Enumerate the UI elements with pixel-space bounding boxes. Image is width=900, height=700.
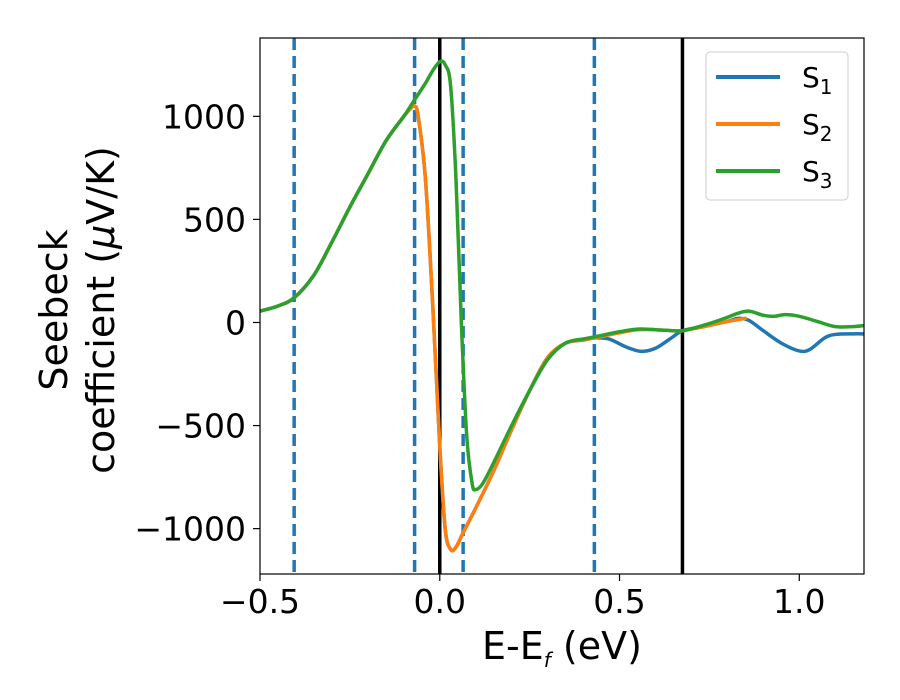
series-line-s2 (260, 103, 748, 553)
x-tick-label: −0.5 (220, 582, 300, 621)
reference-lines (292, 38, 685, 574)
legend: S1 S2 S3 (705, 51, 849, 201)
x-tick-label: 1.0 (773, 582, 825, 621)
axis-ticks: −0.5 0.0 0.5 1.0 −1000 −500 0 500 1000 (134, 97, 825, 621)
y-axis-title-line1: Seebeck (32, 229, 76, 390)
plot-frame (259, 37, 865, 575)
series-lines (260, 59, 864, 553)
legend-label-s1: S1 (802, 61, 833, 99)
legend-label-s2: S2 (802, 108, 833, 146)
series-line-s3 (260, 59, 864, 492)
y-axis-title-line2: coefficient (μV/K) (79, 146, 123, 474)
y-tick-label: −1000 (134, 510, 246, 549)
y-axis-title: Seebeck coefficient (μV/K) (32, 146, 123, 474)
x-tick-label: 0.5 (593, 582, 645, 621)
y-tick-label: −500 (155, 407, 246, 446)
legend-label-s3: S3 (802, 155, 833, 193)
x-axis-title: E-Ef (eV) (482, 624, 642, 672)
y-tick-label: 0 (225, 303, 246, 342)
x-tick-label: 0.0 (414, 582, 466, 621)
y-tick-label: 1000 (162, 97, 246, 136)
y-tick-label: 500 (183, 200, 246, 239)
